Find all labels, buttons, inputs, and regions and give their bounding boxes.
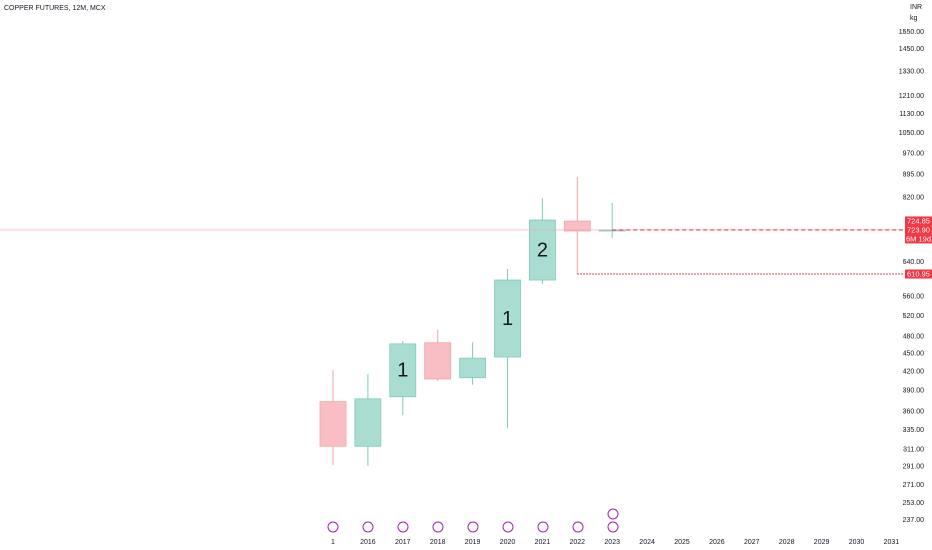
y-tick-label: 237.00 xyxy=(903,517,925,524)
x-tick-label: 1 xyxy=(331,539,335,546)
candle-body xyxy=(459,357,487,379)
y-tick-label: 1210.00 xyxy=(899,93,924,100)
y-tick-label: 1330.00 xyxy=(899,69,924,76)
x-tick-label: 2018 xyxy=(430,539,446,546)
x-tick-label: 2023 xyxy=(604,539,620,546)
x-tick-label: 2019 xyxy=(465,539,481,546)
event-icon[interactable] xyxy=(432,521,444,533)
event-icon[interactable] xyxy=(607,508,619,520)
x-tick-label: 2022 xyxy=(570,539,586,546)
y-tick-label: 1050.00 xyxy=(899,130,924,137)
x-tick-label: 2028 xyxy=(779,539,795,546)
last-price-label-box xyxy=(905,225,932,235)
x-tick-label: 2027 xyxy=(744,539,760,546)
x-tick-label: 2020 xyxy=(500,539,516,546)
y-tick-label: 1450.00 xyxy=(899,46,924,53)
y-tick-label: 311.00 xyxy=(903,446,924,453)
chart-title: COPPER FUTURES, 12M, MCX xyxy=(4,5,106,12)
x-tick-label: 2030 xyxy=(849,539,865,546)
unit: kg xyxy=(910,15,918,22)
event-icon[interactable] xyxy=(362,521,374,533)
prev-price-label-box xyxy=(905,216,932,226)
y-tick-label: 253.00 xyxy=(903,500,925,507)
event-icon[interactable] xyxy=(572,521,584,533)
x-tick-label: 2025 xyxy=(674,539,690,546)
low-line-label: 610.95 xyxy=(907,270,930,279)
x-tick-label: 2024 xyxy=(639,539,655,546)
x-tick-label: 2026 xyxy=(709,539,725,546)
candle-body xyxy=(563,220,591,232)
event-icon[interactable] xyxy=(607,521,619,533)
y-tick-label: 560.00 xyxy=(903,294,925,301)
event-icon[interactable] xyxy=(537,521,549,533)
y-tick-label: 520.00 xyxy=(903,313,925,320)
x-tick-label: 2029 xyxy=(814,539,830,546)
y-tick-label: 450.00 xyxy=(903,350,925,357)
candle-body xyxy=(424,342,452,380)
event-icon[interactable] xyxy=(327,521,339,533)
y-tick-label: 271.00 xyxy=(903,482,925,489)
y-tick-label: 1550.00 xyxy=(899,29,924,36)
annotation: 2 xyxy=(537,239,548,261)
candle-body xyxy=(494,279,521,358)
x-tick-label: 2031 xyxy=(884,539,900,546)
event-icon[interactable] xyxy=(502,521,514,533)
y-tick-label: 420.00 xyxy=(903,368,925,375)
y-tick-label: 390.00 xyxy=(903,388,925,395)
annotation: 1 xyxy=(502,308,513,330)
event-icon[interactable] xyxy=(397,521,409,533)
y-tick-label: 640.00 xyxy=(903,259,925,266)
x-tick-label: 2021 xyxy=(535,539,551,546)
y-tick-label: 335.00 xyxy=(903,427,925,434)
candle-body xyxy=(389,343,417,398)
y-tick-label: 1130.00 xyxy=(899,111,924,118)
low-line-label-box xyxy=(905,269,932,279)
x-tick-label: 2017 xyxy=(395,539,411,546)
y-tick-label: 291.00 xyxy=(903,464,925,471)
x-tick-label: 2016 xyxy=(360,539,376,546)
y-tick-label: 360.00 xyxy=(903,408,925,415)
candle-body xyxy=(319,401,347,447)
y-tick-label: 480.00 xyxy=(903,334,925,341)
event-icon[interactable] xyxy=(467,521,479,533)
y-tick-label: 970.00 xyxy=(903,151,925,158)
currency: INR xyxy=(910,4,922,11)
y-tick-label: 820.00 xyxy=(903,194,925,201)
event-icons xyxy=(327,508,619,533)
prev-price-label: 724.85 xyxy=(907,216,930,225)
candle-body xyxy=(354,398,382,447)
y-tick-label: 895.00 xyxy=(903,172,925,179)
last-price-label: 723.90 xyxy=(907,225,930,234)
countdown-label-box xyxy=(905,234,932,244)
countdown-label: 6M 19d xyxy=(906,234,931,243)
annotation: 1 xyxy=(397,360,408,382)
